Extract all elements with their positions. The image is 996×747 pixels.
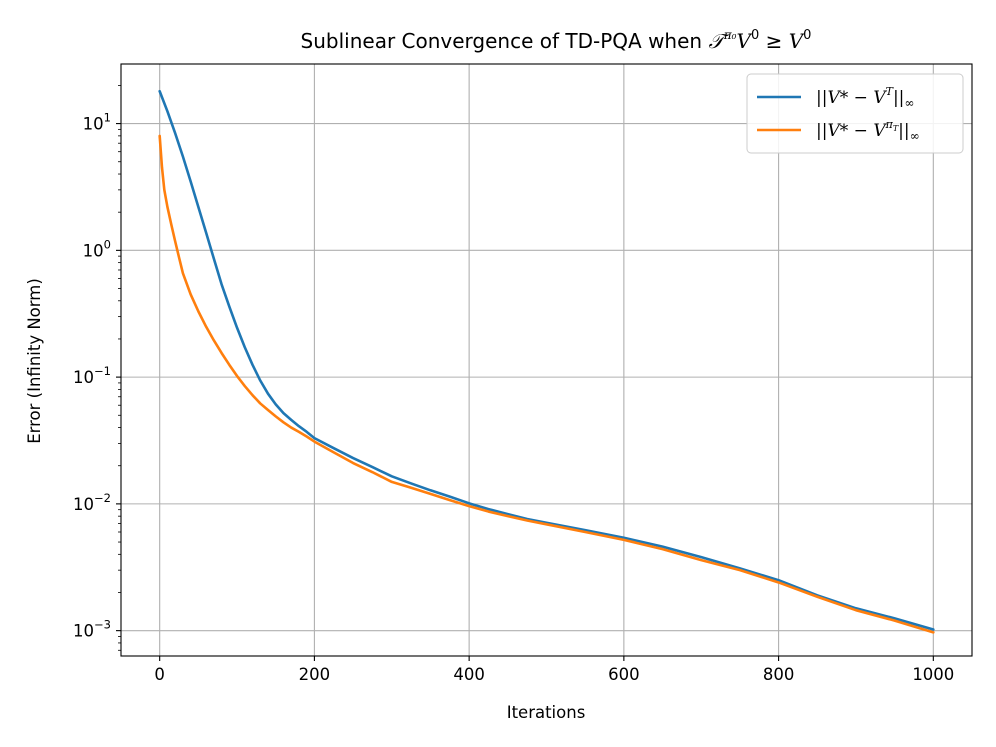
y-tick-label: 10−3: [73, 618, 111, 641]
y-tick-label: 101: [83, 111, 111, 134]
x-tick-label: 1000: [912, 665, 954, 684]
x-tick-label: 800: [763, 665, 795, 684]
chart-title: Sublinear Convergence of TD-PQA when 𝒯π₀…: [301, 28, 812, 53]
plot-frame: [120, 63, 973, 657]
x-axis-label: Iterations: [507, 703, 586, 722]
y-tick-label: 10−1: [73, 364, 111, 387]
legend: ||V* − VT||∞ ||V* − VπT||∞: [746, 73, 964, 154]
legend-label-v-t: ||V* − VT||∞: [816, 85, 914, 110]
legend-label-v-pi-t: ||V* − VπT||∞: [816, 118, 920, 143]
ticks-layer: 0 200 400 600 800 1000 101 100 10−1 10−2 10−3: [73, 85, 954, 684]
y-axis-label: Error (Infinity Norm): [25, 278, 44, 444]
x-tick-label: 600: [608, 665, 640, 684]
x-tick-label: 200: [299, 665, 331, 684]
x-tick-label: 400: [453, 665, 485, 684]
grid-layer: [121, 64, 972, 656]
series-layer: [158, 89, 935, 634]
series-line-v-pi-t: [158, 134, 935, 634]
y-tick-label: 100: [83, 237, 111, 260]
legend-box: [746, 73, 964, 154]
series-line-v-t: [158, 89, 935, 631]
x-tick-label: 0: [154, 665, 165, 684]
y-tick-label: 10−2: [73, 491, 111, 514]
